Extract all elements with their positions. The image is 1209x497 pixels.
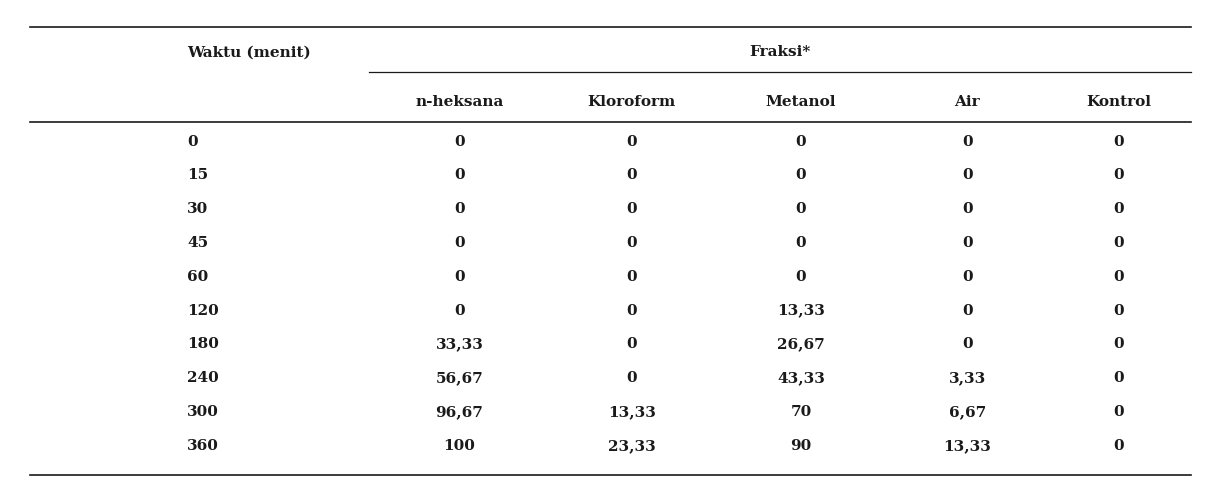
Text: 360: 360 (187, 439, 219, 453)
Text: 0: 0 (626, 371, 637, 385)
Text: 0: 0 (626, 270, 637, 284)
Text: 30: 30 (187, 202, 209, 216)
Text: Kontrol: Kontrol (1086, 95, 1151, 109)
Text: 0: 0 (962, 236, 972, 250)
Text: 0: 0 (1113, 236, 1123, 250)
Text: 0: 0 (1113, 270, 1123, 284)
Text: 0: 0 (796, 270, 806, 284)
Text: 0: 0 (626, 168, 637, 182)
Text: 180: 180 (187, 337, 219, 351)
Text: 45: 45 (187, 236, 208, 250)
Text: 13,33: 13,33 (943, 439, 991, 453)
Text: 60: 60 (187, 270, 209, 284)
Text: 33,33: 33,33 (435, 337, 484, 351)
Text: 0: 0 (962, 202, 972, 216)
Text: 0: 0 (455, 202, 464, 216)
Text: 0: 0 (796, 236, 806, 250)
Text: Fraksi*: Fraksi* (750, 45, 810, 59)
Text: Waktu (menit): Waktu (menit) (187, 45, 311, 59)
Text: 0: 0 (1113, 337, 1123, 351)
Text: 23,33: 23,33 (608, 439, 655, 453)
Text: 90: 90 (791, 439, 811, 453)
Text: 3,33: 3,33 (949, 371, 985, 385)
Text: 15: 15 (187, 168, 208, 182)
Text: 0: 0 (455, 304, 464, 318)
Text: 0: 0 (626, 337, 637, 351)
Text: 0: 0 (1113, 168, 1123, 182)
Text: Kloroform: Kloroform (588, 95, 676, 109)
Text: 0: 0 (962, 135, 972, 149)
Text: 0: 0 (796, 168, 806, 182)
Text: 0: 0 (1113, 439, 1123, 453)
Text: 0: 0 (626, 304, 637, 318)
Text: Air: Air (954, 95, 980, 109)
Text: 0: 0 (962, 168, 972, 182)
Text: 0: 0 (796, 135, 806, 149)
Text: 0: 0 (455, 135, 464, 149)
Text: 6,67: 6,67 (949, 405, 985, 419)
Text: 0: 0 (1113, 202, 1123, 216)
Text: 100: 100 (444, 439, 475, 453)
Text: 0: 0 (626, 236, 637, 250)
Text: 0: 0 (1113, 405, 1123, 419)
Text: 120: 120 (187, 304, 219, 318)
Text: 0: 0 (626, 135, 637, 149)
Text: 0: 0 (455, 270, 464, 284)
Text: 240: 240 (187, 371, 219, 385)
Text: 0: 0 (187, 135, 198, 149)
Text: n-heksana: n-heksana (415, 95, 504, 109)
Text: 0: 0 (455, 236, 464, 250)
Text: 0: 0 (455, 168, 464, 182)
Text: 43,33: 43,33 (777, 371, 825, 385)
Text: 0: 0 (962, 337, 972, 351)
Text: 0: 0 (796, 202, 806, 216)
Text: 70: 70 (791, 405, 811, 419)
Text: 0: 0 (626, 202, 637, 216)
Text: 0: 0 (1113, 371, 1123, 385)
Text: 96,67: 96,67 (435, 405, 484, 419)
Text: Metanol: Metanol (765, 95, 837, 109)
Text: 0: 0 (1113, 304, 1123, 318)
Text: 0: 0 (962, 304, 972, 318)
Text: 13,33: 13,33 (608, 405, 655, 419)
Text: 300: 300 (187, 405, 219, 419)
Text: 13,33: 13,33 (777, 304, 825, 318)
Text: 0: 0 (1113, 135, 1123, 149)
Text: 0: 0 (962, 270, 972, 284)
Text: 56,67: 56,67 (435, 371, 484, 385)
Text: 26,67: 26,67 (777, 337, 825, 351)
